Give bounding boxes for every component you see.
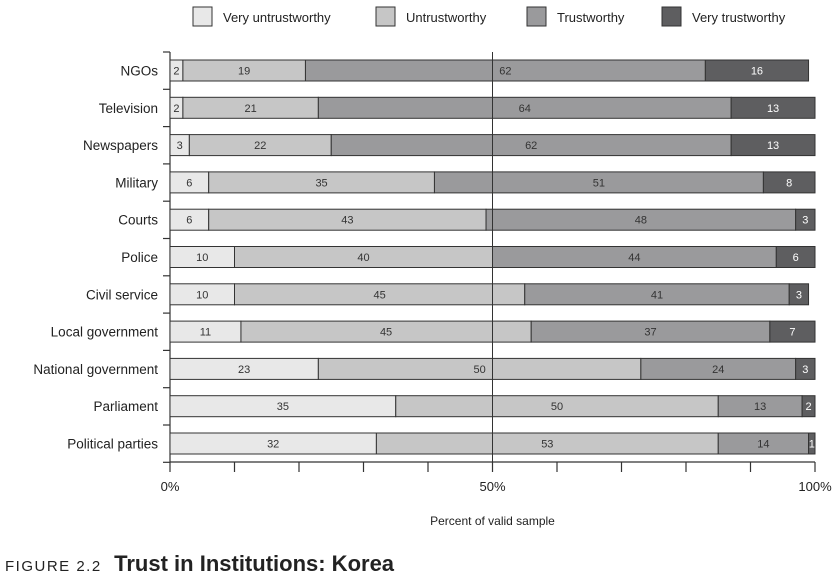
figure-label: FIGURE 2.2 xyxy=(5,558,102,575)
legend-label: Very trustworthy xyxy=(692,10,786,25)
legend-swatch xyxy=(661,6,682,27)
data-label: 22 xyxy=(254,140,266,152)
stacked-bar-chart: Very untrustworthy Untrustworthy Trustwort… xyxy=(33,6,832,528)
category-label: NGOs xyxy=(120,64,158,79)
legend-label: Trustworthy xyxy=(557,10,625,25)
category-label: Military xyxy=(115,175,158,190)
data-label: 21 xyxy=(245,103,257,115)
data-label: 19 xyxy=(238,66,250,78)
category-label: Political parties xyxy=(67,437,158,452)
bar-segment xyxy=(801,395,816,418)
data-label: 2 xyxy=(173,103,179,115)
bar-segment xyxy=(704,59,810,82)
data-label: 35 xyxy=(315,177,327,189)
category-label: Television xyxy=(99,101,158,116)
bar-segment xyxy=(775,246,816,268)
data-label: 6 xyxy=(186,177,192,189)
category-label: Courts xyxy=(118,213,158,228)
data-label: 14 xyxy=(757,439,769,451)
data-label: 44 xyxy=(628,252,640,264)
x-tick-label: 50% xyxy=(479,479,505,494)
data-label: 45 xyxy=(380,327,392,339)
data-label: 2 xyxy=(173,66,179,78)
bar-segment xyxy=(808,432,816,455)
data-label: 48 xyxy=(635,215,647,227)
bar-segment xyxy=(795,357,816,380)
data-label: 2 xyxy=(805,401,811,413)
data-label: 64 xyxy=(519,103,531,115)
bar-segment xyxy=(795,208,816,231)
data-label: 50 xyxy=(551,401,563,413)
category-label: Parliament xyxy=(93,399,158,414)
legend-label: Very untrustworthy xyxy=(223,10,331,25)
data-label: 13 xyxy=(767,140,779,152)
legend-swatch xyxy=(375,6,396,27)
data-label: 1 xyxy=(809,439,815,451)
data-label: 23 xyxy=(238,364,250,376)
data-label: 41 xyxy=(651,289,663,301)
bar-segment xyxy=(769,320,816,343)
data-label: 10 xyxy=(196,289,208,301)
data-label: 10 xyxy=(196,252,208,264)
data-label: 53 xyxy=(541,439,553,451)
data-label: 35 xyxy=(277,401,289,413)
data-label: 62 xyxy=(525,140,537,152)
bar-segment xyxy=(730,96,816,119)
data-label: 6 xyxy=(793,252,799,264)
data-label: 6 xyxy=(186,215,192,227)
category-label: Police xyxy=(121,250,158,265)
data-label: 3 xyxy=(796,289,802,301)
legend-swatch xyxy=(192,6,213,27)
data-label: 13 xyxy=(767,103,779,115)
category-label: Civil service xyxy=(86,287,158,302)
category-label: Local government xyxy=(51,325,159,340)
bar-segment xyxy=(730,134,816,157)
data-label: 32 xyxy=(267,439,279,451)
legend-label: Untrustworthy xyxy=(406,10,487,25)
data-label: 51 xyxy=(593,177,605,189)
data-label: 3 xyxy=(802,364,808,376)
data-label: 43 xyxy=(341,215,353,227)
data-label: 40 xyxy=(357,252,369,264)
data-label: 50 xyxy=(473,364,485,376)
data-label: 13 xyxy=(754,401,766,413)
x-axis-label: Percent of valid sample xyxy=(430,514,555,528)
data-label: 37 xyxy=(644,327,656,339)
data-label: 8 xyxy=(786,177,792,189)
data-label: 45 xyxy=(374,289,386,301)
figure-title: Trust in Institutions: Korea xyxy=(114,551,395,576)
data-label: 62 xyxy=(499,66,511,78)
x-tick-label: 0% xyxy=(161,479,180,494)
data-label: 11 xyxy=(200,327,211,339)
bar-segment xyxy=(788,283,810,306)
data-label: 3 xyxy=(177,140,183,152)
bar-segment xyxy=(762,171,816,194)
data-label: 7 xyxy=(789,327,795,339)
data-label: 3 xyxy=(802,215,808,227)
figure-caption: FIGURE 2.2 Trust in Institutions: Korea xyxy=(5,551,394,577)
data-label: 24 xyxy=(712,364,724,376)
category-label: Newspapers xyxy=(83,138,158,153)
x-tick-label: 100% xyxy=(798,479,832,494)
data-label: 16 xyxy=(751,66,763,78)
legend-swatch xyxy=(526,6,547,27)
category-label: National government xyxy=(33,362,158,377)
